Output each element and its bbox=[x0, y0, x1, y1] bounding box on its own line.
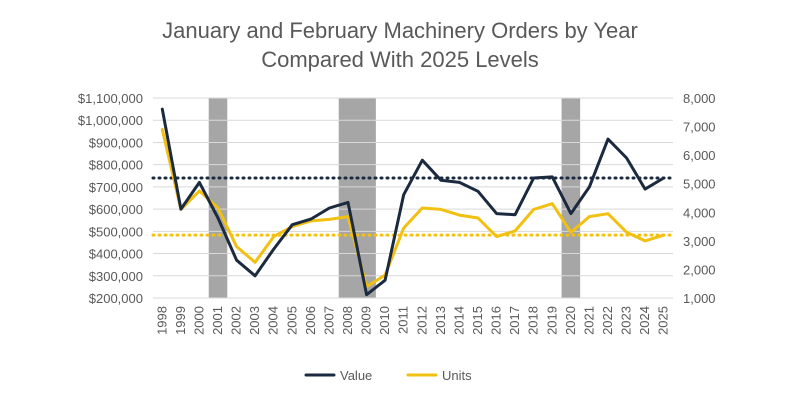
x-tick-label: 2000 bbox=[191, 306, 206, 335]
left-tick-label: $500,000 bbox=[89, 224, 143, 239]
left-tick-label: $600,000 bbox=[89, 202, 143, 217]
left-tick-label: $700,000 bbox=[89, 180, 143, 195]
x-tick-label: 2002 bbox=[229, 306, 244, 335]
chart-title-line-2: Compared With 2025 Levels bbox=[261, 47, 539, 72]
x-tick-label: 2005 bbox=[284, 306, 299, 335]
x-tick-label: 2004 bbox=[266, 306, 281, 335]
series-line-value bbox=[160, 107, 666, 297]
chart-title: January and February Machinery Orders by… bbox=[162, 18, 638, 72]
left-tick-label: $900,000 bbox=[89, 135, 143, 150]
x-tick-label: 2012 bbox=[414, 306, 429, 335]
left-tick-label: $1,000,000 bbox=[78, 113, 143, 128]
recession-band-1 bbox=[338, 98, 376, 298]
right-tick-label: 1,000 bbox=[683, 291, 716, 306]
x-tick-label: 2011 bbox=[396, 306, 411, 334]
right-tick-label: 7,000 bbox=[683, 120, 716, 135]
series-lines bbox=[160, 107, 666, 297]
x-tick-label: 2021 bbox=[581, 306, 596, 335]
x-tick-label: 1999 bbox=[173, 306, 188, 335]
legend-label-units: Units bbox=[442, 368, 472, 383]
right-tick-label: 6,000 bbox=[683, 148, 716, 163]
gridlines bbox=[153, 97, 673, 299]
recession-band-2 bbox=[561, 98, 581, 298]
x-tick-label: 2007 bbox=[321, 306, 336, 335]
x-tick-label: 2009 bbox=[359, 306, 374, 335]
left-axis-tick-labels: $200,000 $300,000 $400,000 $500,000 $600,000… bbox=[78, 91, 143, 306]
x-tick-label: 2008 bbox=[340, 306, 355, 335]
x-tick-label: 2006 bbox=[303, 306, 318, 335]
left-tick-label: $400,000 bbox=[89, 247, 143, 262]
x-tick-label: 2015 bbox=[470, 306, 485, 335]
x-tick-label: 2017 bbox=[507, 306, 522, 335]
left-tick-label: $200,000 bbox=[89, 291, 143, 306]
right-tick-label: 3,000 bbox=[683, 234, 716, 249]
x-tick-label: 2025 bbox=[656, 306, 671, 335]
recession-band-0 bbox=[208, 98, 228, 298]
series-line-units bbox=[160, 127, 666, 289]
right-tick-label: 8,000 bbox=[683, 91, 716, 106]
chart-title-line-1: January and February Machinery Orders by… bbox=[162, 18, 638, 43]
left-tick-label: $800,000 bbox=[89, 158, 143, 173]
x-tick-label: 2018 bbox=[526, 306, 541, 335]
right-tick-label: 5,000 bbox=[683, 177, 716, 192]
x-tick-label: 2023 bbox=[619, 306, 634, 335]
x-tick-label: 2003 bbox=[247, 306, 262, 335]
x-tick-label: 2024 bbox=[637, 306, 652, 335]
recession-bands bbox=[208, 98, 581, 298]
x-tick-label: 2010 bbox=[377, 306, 392, 335]
x-tick-label: 1998 bbox=[154, 306, 169, 335]
x-tick-label: 2016 bbox=[489, 306, 504, 335]
left-tick-label: $300,000 bbox=[89, 269, 143, 284]
x-axis-tick-labels: 1998 1999 2000 2001 2002 2003 2004 2005 2006 2007… bbox=[154, 306, 670, 335]
legend: Value Units bbox=[304, 368, 472, 383]
x-tick-label: 2020 bbox=[563, 306, 578, 335]
x-tick-label: 2014 bbox=[451, 306, 466, 335]
right-axis-tick-labels: 1,000 2,000 3,000 4,000 5,000 6,000 7,000 8,000 bbox=[683, 91, 716, 306]
x-tick-label: 2022 bbox=[600, 306, 615, 335]
right-tick-label: 4,000 bbox=[683, 205, 716, 220]
right-tick-label: 2,000 bbox=[683, 262, 716, 277]
x-tick-label: 2019 bbox=[544, 306, 559, 335]
x-tick-label: 2013 bbox=[433, 306, 448, 335]
legend-label-value: Value bbox=[340, 368, 372, 383]
x-tick-label: 2001 bbox=[210, 306, 225, 335]
left-tick-label: $1,100,000 bbox=[78, 91, 143, 106]
